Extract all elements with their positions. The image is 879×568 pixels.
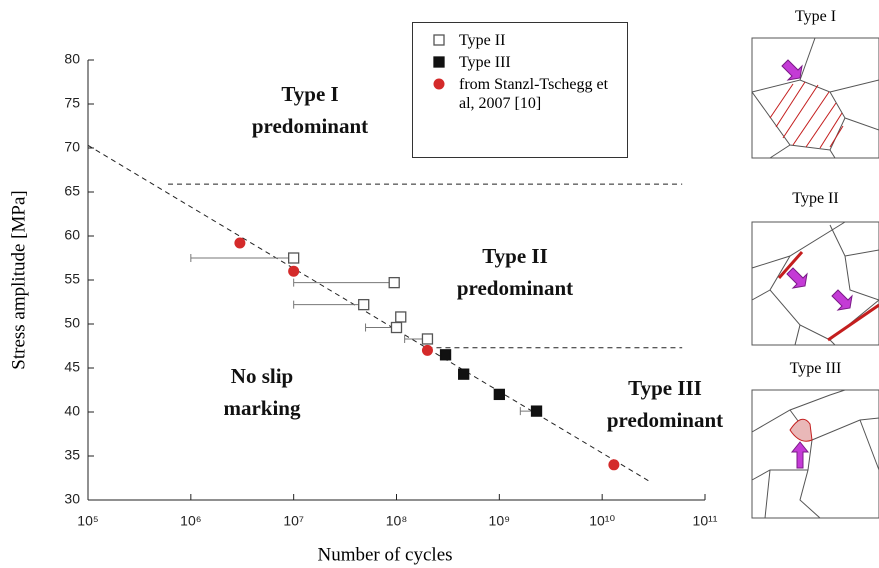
- y-tick-label: 75: [64, 95, 80, 111]
- annotation: marking: [223, 396, 301, 420]
- y-tick-label: 35: [64, 447, 80, 463]
- point: [458, 368, 470, 380]
- legend-swatch: [433, 78, 445, 90]
- legend-entry: Type III: [419, 53, 621, 72]
- point: [288, 252, 300, 264]
- x-tick-label: 10⁹: [489, 513, 511, 529]
- panel-drawings: [751, 37, 879, 519]
- y-tick-label: 45: [64, 359, 80, 375]
- annotation: Type III: [628, 376, 702, 400]
- point: [439, 349, 452, 361]
- point: [433, 34, 445, 46]
- error-bar: [190, 254, 294, 262]
- point: [608, 459, 620, 471]
- x-tick-label: 10⁶: [180, 513, 201, 529]
- legend-label: from Stanzl-Tschegg et al, 2007 [10]: [459, 76, 609, 112]
- panel-title: Type I: [794, 8, 837, 25]
- x-tick-label: 10⁷: [283, 513, 304, 529]
- panel-title: Type III: [789, 360, 842, 377]
- y-axis-label: Stress amplitude [MPa]: [8, 190, 29, 369]
- annotation: predominant: [607, 408, 723, 432]
- reference-line: [87, 144, 652, 483]
- point: [288, 265, 300, 277]
- y-tick-label: 65: [64, 183, 80, 199]
- y-tick-label: 60: [64, 227, 80, 243]
- legend-label: Type II: [459, 32, 506, 49]
- panel-title: Type II: [792, 190, 839, 207]
- point: [358, 298, 370, 311]
- error-bar: [293, 300, 364, 309]
- annotation: predominant: [457, 276, 573, 300]
- point: [493, 388, 505, 401]
- y-tick-label: 40: [64, 403, 80, 419]
- x-tick-label: 10⁵: [77, 513, 98, 529]
- point: [395, 311, 407, 323]
- y-tick-label: 50: [64, 315, 80, 331]
- point: [390, 321, 403, 334]
- annotation: Type I: [281, 82, 338, 106]
- legend-label: Type III: [459, 54, 511, 71]
- point: [530, 405, 543, 417]
- x-tick-label: 10¹⁰: [589, 513, 615, 529]
- point: [433, 56, 445, 68]
- x-tick-label: 10⁸: [386, 513, 408, 529]
- legend-entry: from Stanzl-Tschegg et al, 2007 [10]: [419, 75, 621, 113]
- y-tick-label: 80: [64, 51, 80, 67]
- annotation: No slip: [231, 364, 293, 388]
- x-tick-label: 10¹¹: [693, 513, 718, 529]
- point: [234, 237, 246, 249]
- y-tick-label: 55: [64, 271, 80, 287]
- legend-entry: Type II: [419, 31, 621, 50]
- point: [421, 344, 433, 356]
- legend: Type II Type III from Stanzl-Tschegg et al…: [412, 22, 628, 158]
- annotation: predominant: [252, 114, 368, 138]
- point: [433, 78, 445, 90]
- point: [421, 333, 434, 345]
- y-tick-label: 30: [64, 491, 80, 507]
- legend-swatch: [433, 34, 445, 46]
- error-bar: [293, 278, 395, 287]
- point: [388, 276, 400, 289]
- annotation: Type II: [482, 244, 548, 268]
- legend-swatch: [433, 56, 445, 68]
- x-axis-label: Number of cycles: [317, 544, 452, 565]
- y-tick-label: 70: [64, 139, 80, 155]
